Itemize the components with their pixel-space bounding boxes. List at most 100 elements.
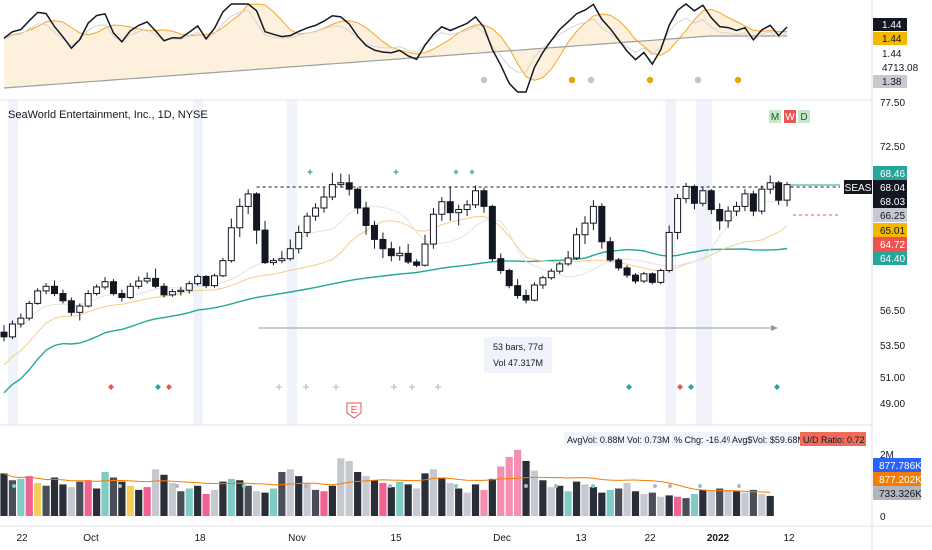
volume-bar-89 (749, 489, 757, 516)
volume-bar-50 (421, 473, 429, 516)
avgdvol-stat: Avg$Vol: $59.68M (732, 435, 805, 445)
oscillator-band (4, 4, 788, 88)
volume-dot-13 (737, 484, 741, 488)
badge-m[interactable] (769, 110, 781, 123)
volume-bar-10 (84, 480, 92, 516)
candle-body-6 (51, 285, 59, 295)
volume-bar-18 (151, 469, 160, 516)
candle-body-44 (370, 224, 378, 240)
volume-bar-86 (724, 489, 732, 516)
candlestick-series (0, 172, 791, 342)
price-tick-2: 56.50 (880, 306, 905, 317)
oscillator-faint-line (3, 9, 788, 73)
signal-diamond-5 (688, 384, 694, 390)
candle-body-56 (472, 190, 480, 206)
oscillator-tag-box-4 (873, 75, 907, 88)
volume-bar-85 (716, 488, 724, 516)
volume-value-tags: 877.786K 877.202K 733.326K (873, 458, 922, 500)
volume-bar-9 (76, 481, 84, 516)
volume-bar-14 (118, 481, 126, 516)
candle-body-79 (665, 231, 673, 272)
price-tag-box-4 (873, 223, 907, 237)
oscillator-baseline (3, 35, 788, 89)
candle-body-43 (362, 207, 370, 226)
volume-bar-20 (168, 483, 176, 516)
oscillator-pane[interactable] (3, 3, 788, 93)
volume-dot-5 (388, 484, 392, 488)
volume-bar-49 (412, 488, 421, 516)
candle-body-61 (514, 285, 522, 297)
candle-body-18 (152, 277, 160, 287)
symbol-tag-label: SEAS (845, 183, 872, 194)
volume-bar-12 (101, 472, 109, 516)
volume-bar-16 (135, 489, 143, 516)
candle-body-71 (598, 205, 606, 243)
candle-body-13 (109, 281, 117, 295)
volume-dot-1 (118, 484, 122, 488)
volume-bar-56 (471, 484, 480, 516)
volume-moving-average (3, 472, 771, 493)
volume-dot-2 (175, 484, 179, 488)
volume-axis-ticks: 2M 0 (880, 450, 894, 523)
candle-body-81 (682, 185, 690, 200)
volume-bar-23 (194, 485, 202, 516)
earnings-icon[interactable] (346, 402, 362, 419)
candle-body-50 (421, 243, 429, 266)
volume-bar-17 (143, 487, 151, 516)
volume-dot-8 (554, 484, 558, 488)
volume-tick-1: 0 (880, 512, 886, 523)
candle-body-85 (716, 209, 724, 222)
candle-body-66 (556, 263, 564, 272)
badge-d[interactable] (798, 110, 810, 123)
volume-bar-27 (227, 478, 235, 516)
symbol-tag-box (844, 180, 872, 194)
volume-bar-25 (210, 489, 219, 516)
candle-body-91 (766, 182, 774, 190)
volume-bar-82 (690, 494, 699, 516)
candle-body-3 (25, 302, 33, 319)
volume-bar-66 (556, 485, 564, 516)
price-tag-3: 66.25 (880, 211, 905, 222)
volume-bar-34 (286, 469, 294, 516)
price-axis-ticks: 77.50 72.50 56.50 53.50 51.00 49.00 (880, 98, 905, 410)
volume-bar-15 (126, 485, 134, 516)
volume-dot-0 (12, 484, 16, 488)
candle-body-45 (379, 238, 387, 250)
highlight-column-0 (8, 100, 18, 425)
volume-bar-31 (261, 492, 269, 516)
oscillator-dot-0 (480, 76, 488, 84)
candle-body-8 (67, 300, 75, 313)
volume-tag-0: 877.786K (879, 461, 922, 472)
price-tag-4: 65.01 (880, 226, 905, 237)
volume-bar-33 (278, 472, 286, 516)
oscillator-dot-5 (734, 76, 742, 84)
oscillator-dot-1 (568, 76, 576, 84)
candle-body-46 (387, 248, 395, 257)
price-pane[interactable] (0, 169, 840, 394)
candle-body-20 (168, 291, 176, 296)
badge-w[interactable] (784, 110, 796, 123)
candle-body-92 (775, 182, 783, 201)
price-tag-box-6 (873, 251, 907, 265)
volume-bar-52 (438, 477, 446, 516)
volume-bar-6 (50, 477, 59, 516)
volume-dot-9 (591, 484, 595, 488)
avgvol-box (564, 432, 622, 446)
volume-bar-91 (766, 495, 774, 516)
oscillator-tag-box-3 (873, 61, 907, 74)
moving-average-long (3, 247, 788, 394)
volume-tag-box-2 (873, 486, 921, 500)
signal-markers (108, 169, 780, 390)
volume-bar-37 (311, 489, 320, 516)
volume-bar-45 (379, 483, 387, 516)
volume-bar-21 (177, 491, 185, 516)
volume-pane[interactable] (0, 450, 774, 516)
mwd-badges[interactable]: M W D (769, 110, 810, 123)
volume-bar-79 (665, 495, 673, 516)
earnings-marker[interactable]: E (346, 402, 362, 419)
volume-bar-44 (370, 480, 379, 516)
signal-diamond-4 (677, 384, 683, 390)
candle-body-62 (522, 295, 530, 301)
candle-body-65 (547, 270, 555, 279)
